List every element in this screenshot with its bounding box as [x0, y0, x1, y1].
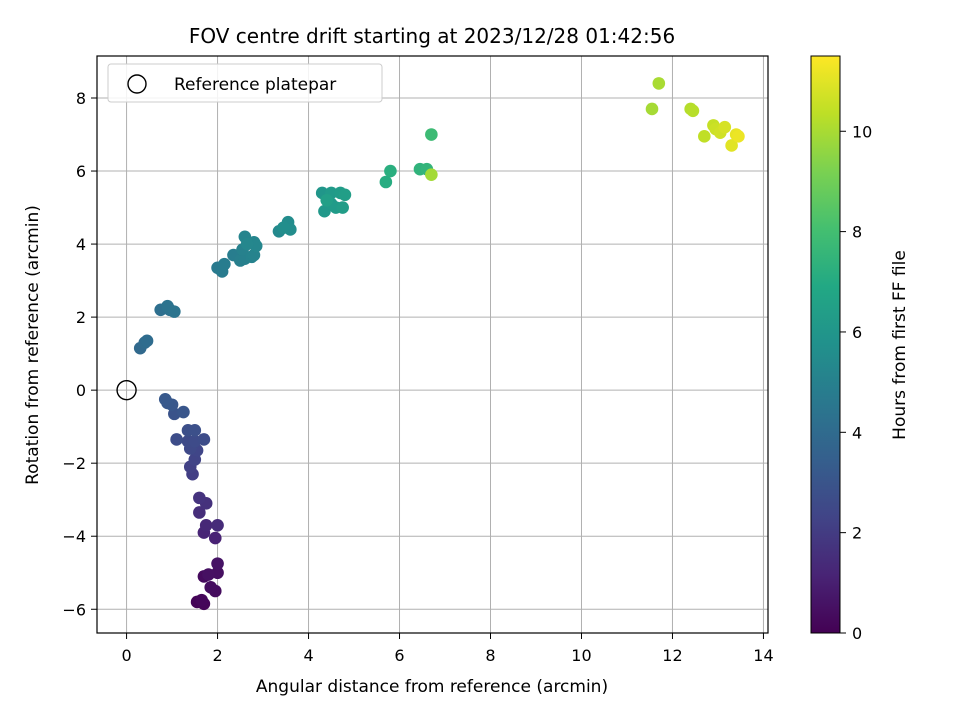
data-point: [218, 257, 231, 271]
data-points: [133, 77, 745, 611]
reference-point: [116, 379, 137, 401]
x-tick-label: 12: [662, 646, 682, 665]
x-axis-ticks: 0 2 4 6 8 10 12 14: [121, 633, 774, 665]
data-point: [336, 201, 349, 214]
data-point: [718, 120, 732, 134]
colorbar-ticks: 0 2 4 6 8 10: [840, 122, 872, 643]
legend-reference-marker: [127, 74, 147, 94]
data-point: [158, 392, 172, 406]
y-tick-label: −2: [62, 454, 86, 473]
data-point: [193, 491, 206, 505]
colorbar-tick-label: 4: [852, 423, 862, 442]
data-point: [240, 237, 254, 251]
colorbar-gradient: [810, 55, 841, 634]
data-point: [277, 221, 290, 234]
data-point: [195, 593, 208, 607]
plot-frame: [96, 55, 769, 634]
y-tick-label: 4: [76, 235, 86, 254]
x-tick-label: 2: [212, 646, 222, 665]
data-point: [188, 424, 202, 437]
x-tick-label: 4: [303, 646, 313, 665]
colorbar: 0 2 4 6 8 10 Hours from first FF file: [810, 55, 910, 643]
data-point: [199, 518, 213, 532]
legend-label: Reference platepar: [174, 75, 336, 95]
data-point: [170, 433, 183, 446]
data-point: [177, 405, 190, 419]
y-axis-ticks: −6 −4 −2 0 2 4 6 8: [62, 89, 97, 619]
data-point: [168, 305, 181, 318]
x-tick-label: 6: [394, 646, 404, 665]
data-point: [197, 433, 211, 446]
y-tick-label: 8: [76, 89, 86, 108]
data-point: [425, 168, 438, 181]
x-axis-label: Angular distance from reference (arcmin): [256, 677, 608, 697]
data-point: [208, 531, 222, 545]
legend: Reference platepar: [107, 63, 383, 103]
data-point: [652, 77, 666, 90]
colorbar-tick-label: 8: [852, 223, 862, 242]
data-point: [725, 139, 738, 152]
data-point: [320, 193, 334, 207]
data-point: [686, 104, 700, 118]
data-point: [338, 188, 352, 202]
y-tick-label: −4: [62, 527, 86, 546]
data-point: [204, 581, 218, 594]
data-point: [732, 130, 745, 143]
data-point: [425, 128, 438, 141]
colorbar-label: Hours from first FF file: [890, 250, 910, 440]
y-tick-label: 6: [76, 162, 86, 181]
colorbar-tick-label: 0: [852, 624, 862, 643]
colorbar-tick-label: 2: [852, 524, 862, 543]
x-tick-label: 10: [571, 646, 591, 665]
data-point: [698, 130, 711, 143]
data-point: [211, 518, 224, 532]
legend-box: [107, 63, 383, 103]
data-point: [379, 175, 393, 189]
x-tick-label: 14: [753, 646, 773, 665]
grid-lines: [97, 56, 768, 633]
data-point: [140, 334, 154, 348]
chart-title: FOV centre drift starting at 2023/12/28 …: [189, 24, 675, 48]
data-point: [193, 506, 206, 519]
data-point: [202, 568, 215, 581]
data-point: [211, 557, 224, 570]
y-tick-label: 2: [76, 308, 86, 327]
y-tick-label: −6: [62, 600, 86, 619]
data-point: [645, 102, 659, 116]
y-tick-label: 0: [76, 381, 86, 400]
x-tick-label: 8: [485, 646, 495, 665]
y-axis-label: Rotation from reference (arcmin): [23, 205, 43, 485]
colorbar-tick-label: 10: [852, 122, 872, 141]
reference-marker: [116, 379, 137, 401]
colorbar-tick-label: 6: [852, 323, 862, 342]
x-tick-label: 0: [121, 646, 131, 665]
data-point: [384, 164, 397, 178]
